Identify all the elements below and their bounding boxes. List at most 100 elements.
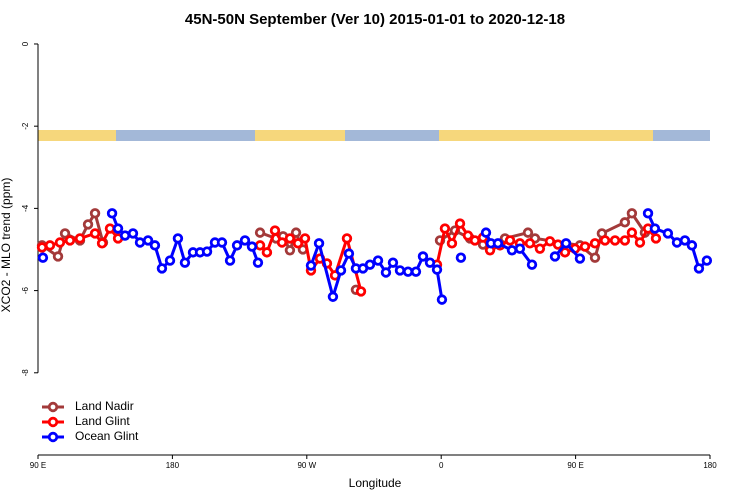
data-point	[514, 243, 526, 254]
data-point	[305, 260, 317, 271]
data-point	[693, 263, 705, 274]
data-point	[492, 238, 504, 249]
data-point	[552, 239, 564, 250]
data-point	[254, 240, 266, 251]
data-point	[64, 235, 76, 246]
ocean-band	[38, 130, 710, 141]
data-point	[254, 227, 266, 238]
data-point	[313, 238, 325, 249]
legend-marker	[47, 401, 59, 413]
y-axis-label: XCO2 - MLO trend (ppm)	[0, 178, 13, 313]
data-point	[436, 294, 448, 305]
data-point	[156, 263, 168, 274]
data-point	[96, 238, 108, 249]
data-point	[424, 257, 436, 268]
data-point	[662, 228, 674, 239]
data-point	[364, 259, 376, 270]
data-point	[454, 218, 466, 229]
data-point	[524, 238, 536, 249]
data-point	[431, 264, 443, 275]
data-point	[402, 266, 414, 277]
data-point	[544, 236, 556, 247]
data-point	[455, 252, 467, 263]
y-tick-label: 0	[21, 41, 30, 46]
land-band	[255, 130, 345, 141]
y-tick-label: -4	[21, 204, 30, 212]
x-tick-label: 90 E	[30, 461, 46, 470]
data-point	[134, 237, 146, 248]
data-point	[609, 235, 621, 246]
data-point	[410, 266, 422, 277]
data-point	[290, 227, 302, 238]
data-point	[579, 241, 591, 252]
data-point	[372, 255, 384, 266]
data-point	[549, 251, 561, 262]
data-point	[642, 208, 654, 219]
data-point	[284, 245, 296, 256]
data-point	[701, 255, 713, 266]
data-point	[82, 219, 94, 230]
data-point	[649, 223, 661, 234]
data-point	[89, 208, 101, 219]
data-point	[201, 246, 213, 257]
data-point	[44, 240, 56, 251]
land-ocean-strip	[38, 130, 710, 141]
data-point	[216, 237, 228, 248]
data-point	[104, 223, 116, 234]
data-point	[37, 252, 49, 263]
data-point	[686, 240, 698, 251]
data-point	[119, 230, 131, 241]
data-point	[179, 257, 191, 268]
x-tick-label: 90 W	[297, 461, 316, 470]
data-point	[626, 208, 638, 219]
data-point	[106, 208, 118, 219]
data-point	[619, 217, 631, 228]
data-point	[149, 240, 161, 251]
data-point	[417, 251, 429, 262]
data-point	[650, 233, 662, 244]
data-point	[469, 235, 481, 246]
data-point	[89, 228, 101, 239]
chart-title: 45N-50N September (Ver 10) 2015-01-01 to…	[185, 11, 565, 28]
data-point	[446, 238, 458, 249]
y-tick-label: -2	[21, 122, 30, 130]
data-point	[619, 235, 631, 246]
data-point	[634, 237, 646, 248]
x-tick-label: 180	[703, 461, 717, 470]
data-point	[246, 241, 258, 252]
data-point	[261, 247, 273, 258]
data-point	[462, 230, 474, 241]
y-tick-label: -8	[21, 369, 30, 377]
data-point	[589, 238, 601, 249]
data-point	[54, 237, 66, 248]
x-tick-label: 180	[166, 461, 180, 470]
data-point	[269, 225, 281, 236]
data-point	[394, 265, 406, 276]
data-point	[239, 235, 251, 246]
data-point	[626, 227, 638, 238]
legend-marker	[47, 431, 59, 443]
data-point	[327, 291, 339, 302]
legend-label: Land Glint	[75, 414, 130, 428]
y-tick-label: -6	[21, 286, 30, 294]
legend-label: Ocean Glint	[75, 429, 139, 443]
data-point	[112, 223, 124, 234]
data-point	[36, 242, 48, 253]
data-point	[599, 235, 611, 246]
data-point	[343, 248, 355, 259]
data-point	[299, 233, 311, 244]
data-point	[679, 235, 691, 246]
data-point	[252, 257, 264, 268]
x-tick-label: 90 E	[567, 461, 583, 470]
data-point	[506, 245, 518, 256]
data-point	[671, 237, 683, 248]
data-point	[284, 233, 296, 244]
data-point	[534, 243, 546, 254]
data-point	[142, 235, 154, 246]
data-point	[574, 253, 586, 264]
data-point	[504, 235, 516, 246]
data-point	[355, 286, 367, 297]
data-point	[526, 259, 538, 270]
data-point	[522, 227, 534, 238]
legend-label: Land Nadir	[75, 399, 134, 413]
